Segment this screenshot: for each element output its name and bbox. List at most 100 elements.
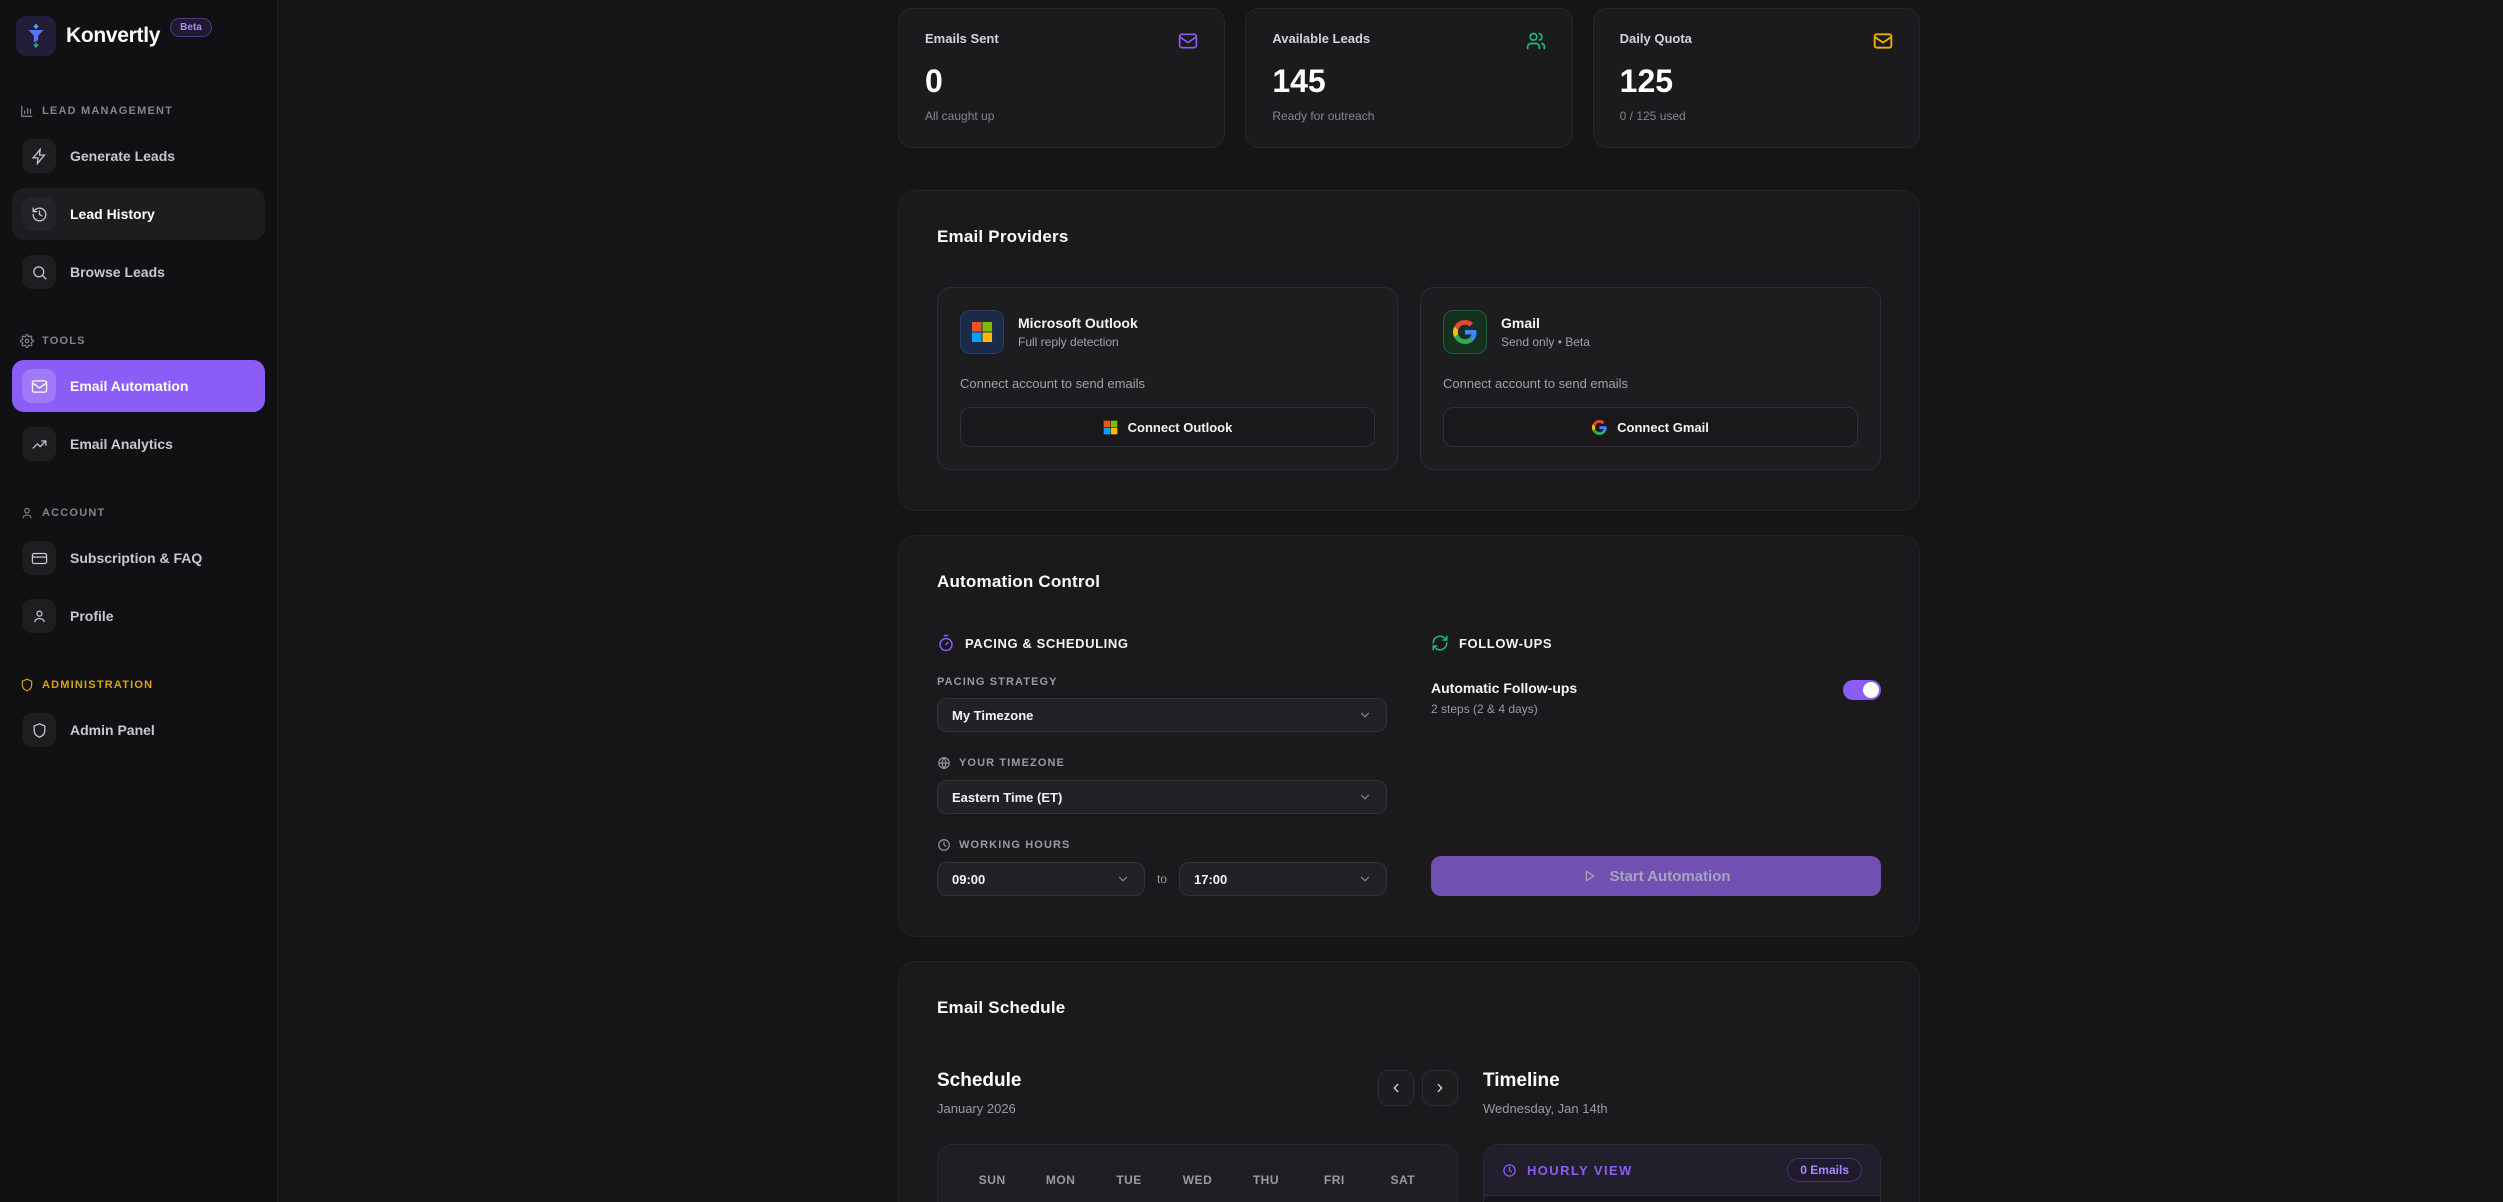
provider-status: Connect account to send emails xyxy=(960,376,1145,391)
pacing-strategy-select[interactable]: My Timezone xyxy=(937,698,1387,732)
google-logo xyxy=(1443,310,1487,354)
select-value: Eastern Time (ET) xyxy=(952,789,1063,805)
section-label: ADMINISTRATION xyxy=(42,679,154,691)
stat-label: Emails Sent xyxy=(925,31,999,46)
calendar-day-headers: SUN MON TUE WED THU FRI SAT xyxy=(958,1173,1437,1187)
section-label: TOOLS xyxy=(42,335,86,347)
day-header: MON xyxy=(1045,1173,1076,1187)
provider-card-gmail: Gmail Send only • Beta Connect account t… xyxy=(1420,287,1881,470)
provider-name: Microsoft Outlook xyxy=(1018,315,1138,331)
refresh-icon xyxy=(1432,635,1448,651)
timezone-label-text: YOUR TIMEZONE xyxy=(959,757,1065,769)
section-header: ACCOUNT xyxy=(12,506,265,520)
pacing-strategy-label: PACING STRATEGY xyxy=(937,676,1058,688)
emails-count-badge: 0 Emails xyxy=(1787,1158,1862,1182)
main-area: Emails Sent 0 All caught up Available Le… xyxy=(278,0,2503,1202)
google-logo xyxy=(1592,419,1607,435)
timezone-select[interactable]: Eastern Time (ET) xyxy=(937,780,1387,814)
timezone-label: YOUR TIMEZONE xyxy=(937,756,1387,770)
chevron-down-icon xyxy=(1360,876,1370,882)
sidebar-item-label: Subscription & FAQ xyxy=(70,550,203,566)
clock-icon xyxy=(938,839,950,851)
chevron-down-icon xyxy=(1118,876,1128,882)
play-icon xyxy=(1586,870,1595,882)
brand: Konvertly Beta xyxy=(12,14,265,56)
panel-title: Email Schedule xyxy=(937,998,1066,1017)
section-tools: TOOLS Email Automation Email Analytics xyxy=(12,334,265,470)
users-icon xyxy=(1526,31,1546,51)
section-header: LEAD MANAGEMENT xyxy=(12,104,265,118)
automatic-followups-toggle[interactable] xyxy=(1843,680,1881,700)
sidebar-item-email-analytics[interactable]: Email Analytics xyxy=(12,418,265,470)
automation-control-panel: Automation Control PACING & SCHEDULING P… xyxy=(898,535,1920,937)
select-value: 17:00 xyxy=(1194,871,1228,887)
mail-icon xyxy=(1178,31,1198,51)
stat-label: Available Leads xyxy=(1272,31,1371,46)
pacing-column: PACING & SCHEDULING PACING STRATEGY My T… xyxy=(937,634,1388,896)
panel-title: Email Providers xyxy=(937,227,1069,246)
provider-card-outlook: Microsoft Outlook Full reply detection C… xyxy=(937,287,1398,470)
working-hours-label-text: WORKING HOURS xyxy=(959,839,1071,851)
connect-button-label: Connect Outlook xyxy=(1127,419,1233,435)
shield-icon xyxy=(21,678,33,692)
funnel-icon xyxy=(28,24,44,48)
email-providers-panel: Email Providers Microsoft Outlook Full r… xyxy=(898,190,1920,511)
section-account: ACCOUNT Subscription & FAQ Profile xyxy=(12,506,265,642)
working-hours-label: WORKING HOURS xyxy=(937,838,1387,852)
sidebar-item-label: Email Analytics xyxy=(70,436,173,452)
calendar-card: SUN MON TUE WED THU FRI SAT xyxy=(937,1144,1458,1202)
sidebar-item-browse-leads[interactable]: Browse Leads xyxy=(12,246,265,298)
schedule-heading: Schedule xyxy=(937,1070,1022,1091)
sidebar: Konvertly Beta LEAD MANAGEMENT Generate … xyxy=(0,0,278,1202)
provider-description: Send only • Beta xyxy=(1501,335,1590,349)
next-month-button[interactable] xyxy=(1422,1070,1458,1106)
hours-start-select[interactable]: 09:00 xyxy=(937,862,1145,896)
sidebar-item-label: Browse Leads xyxy=(70,264,165,280)
timeline-date-label: Wednesday, Jan 14th xyxy=(1483,1101,1608,1116)
section-administration: ADMINISTRATION Admin Panel xyxy=(12,678,265,756)
connect-button-label: Connect Gmail xyxy=(1617,419,1709,435)
sidebar-item-generate-leads[interactable]: Generate Leads xyxy=(12,130,265,182)
followups-header: FOLLOW-UPS xyxy=(1459,635,1553,651)
connect-gmail-button[interactable]: Connect Gmail xyxy=(1443,407,1858,447)
provider-name: Gmail xyxy=(1501,315,1540,331)
bar-chart-icon xyxy=(21,105,33,117)
stat-value: 125 xyxy=(1619,63,1674,99)
hours-to-label: to xyxy=(1157,872,1168,886)
brand-name: Konvertly xyxy=(66,24,161,47)
trending-up-icon xyxy=(22,427,56,461)
hourly-view-label: HOURLY VIEW xyxy=(1527,1162,1633,1178)
calendar-column: Schedule January 2026 xyxy=(937,1070,1458,1202)
sidebar-item-label: Lead History xyxy=(70,206,155,222)
provider-description: Full reply detection xyxy=(1018,335,1119,349)
day-header: SAT xyxy=(1390,1173,1416,1187)
sidebar-item-email-automation[interactable]: Email Automation xyxy=(12,360,265,412)
timeline-heading: Timeline xyxy=(1483,1070,1560,1091)
start-automation-button[interactable]: Start Automation xyxy=(1431,856,1881,896)
clock-icon xyxy=(1503,1163,1516,1177)
credit-card-icon xyxy=(22,541,56,575)
konvertly-logo xyxy=(16,16,56,56)
stat-label: Daily Quota xyxy=(1619,31,1692,46)
sidebar-item-label: Admin Panel xyxy=(70,722,155,738)
sidebar-item-label: Generate Leads xyxy=(70,148,176,164)
stat-subtext: All caught up xyxy=(925,109,995,123)
sidebar-item-admin-panel[interactable]: Admin Panel xyxy=(12,704,265,756)
day-header: SUN xyxy=(978,1173,1006,1187)
day-header: TUE xyxy=(1116,1173,1142,1187)
day-header: WED xyxy=(1182,1173,1213,1187)
sidebar-item-lead-history[interactable]: Lead History xyxy=(12,188,265,240)
user-icon xyxy=(22,507,32,519)
section-lead-management: LEAD MANAGEMENT Generate Leads Lead Hist… xyxy=(12,104,265,298)
automatic-followups-label: Automatic Follow-ups xyxy=(1431,680,1578,696)
user-icon xyxy=(22,599,56,633)
stats-row: Emails Sent 0 All caught up Available Le… xyxy=(898,8,1920,148)
sidebar-item-profile[interactable]: Profile xyxy=(12,590,265,642)
chevron-down-icon xyxy=(1360,712,1370,718)
section-label: LEAD MANAGEMENT xyxy=(42,105,174,117)
hours-end-select[interactable]: 17:00 xyxy=(1179,862,1388,896)
connect-outlook-button[interactable]: Connect Outlook xyxy=(960,407,1375,447)
sidebar-item-label: Profile xyxy=(70,608,114,624)
sidebar-item-subscription-faq[interactable]: Subscription & FAQ xyxy=(12,532,265,584)
prev-month-button[interactable] xyxy=(1378,1070,1414,1106)
